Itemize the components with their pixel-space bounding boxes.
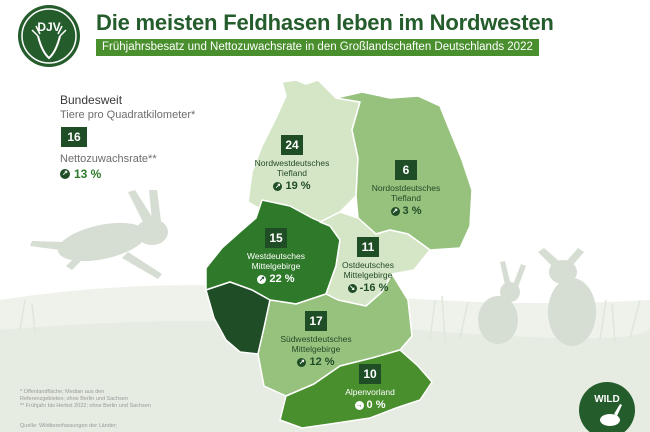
region-growth: ↗ 3 % [390, 205, 422, 217]
djv-logo: DJV [18, 5, 80, 67]
hare-silhouette-sitting [478, 248, 596, 346]
trend-up-icon: ↗ [297, 357, 307, 367]
national-density-badge: 16 [61, 127, 87, 147]
svg-text:WILD: WILD [594, 394, 620, 405]
national-growth: ↗ 13 % [60, 167, 101, 181]
region-shape-alpen [279, 349, 433, 429]
region-density-badge: 17 [305, 311, 327, 331]
page-subtitle: Frühjahrsbesatz und Nettozuwachsrate in … [96, 39, 539, 56]
region-name: Alpenvorland [345, 387, 395, 397]
trend-up-icon: ↗ [257, 274, 267, 284]
region-name: Ostdeutsches Mittelgebirge [342, 260, 394, 280]
region-nordost: 6 Nordostdeutsches Tiefland ↗ 3 % [346, 160, 466, 217]
national-heading: Bundesweit [60, 93, 123, 107]
region-ost: 11 Ostdeutsches Mittelgebirge ↘ -16 % [308, 237, 428, 294]
region-name: Nordwestdeutsches Tiefland [254, 158, 330, 178]
trend-flat-icon: → [354, 400, 364, 410]
source-note: Quelle: Wildtiererfassungen der Länder; [20, 423, 118, 429]
region-growth: ↗ 12 % [297, 356, 335, 368]
region-density-badge: 15 [265, 228, 287, 248]
region-growth: ↗ 22 % [257, 273, 295, 285]
region-density-badge: 24 [281, 135, 303, 155]
trend-up-icon: ↗ [390, 206, 400, 216]
region-alpen: 10 Alpenvorland → 0 % [310, 364, 430, 411]
region-density-badge: 6 [395, 160, 417, 180]
national-growth-value: 13 % [74, 167, 102, 181]
region-growth: ↗ 19 % [273, 180, 311, 192]
region-name: Südwestdeutsches Mittelgebirge [280, 334, 352, 354]
region-shape-suedwest [257, 273, 413, 397]
region-density-badge: 11 [357, 237, 379, 257]
region-growth: ↘ -16 % [347, 282, 389, 294]
trend-down-icon: ↘ [347, 283, 357, 293]
trend-up-icon: ↗ [273, 181, 283, 191]
hare-silhouette-running [30, 190, 168, 279]
region-west: 15 Westdeutsches Mittelgebirge ↗ 22 % [216, 228, 336, 285]
wild-logo: WILD [579, 382, 635, 432]
region-density-badge: 10 [359, 364, 381, 384]
region-suedwest: 17 Südwestdeutsches Mittelgebirge ↗ 12 % [256, 311, 376, 368]
region-nordwest: 24 Nordwestdeutsches Tiefland ↗ 19 % [232, 135, 352, 192]
region-name: Nordostdeutsches Tiefland [371, 183, 441, 203]
region-growth: → 0 % [354, 399, 386, 411]
page-title: Die meisten Feldhasen leben im Nordweste… [96, 10, 554, 35]
growth-label: Nettozuwachsrate** [60, 153, 157, 165]
grass [19, 295, 641, 343]
svg-text:DJV: DJV [37, 20, 60, 34]
density-label: Tiere pro Quadratkilometer* [60, 109, 196, 121]
region-name: Westdeutsches Mittelgebirge [247, 251, 305, 271]
footnotes: * Offenlandfläche; Median aus den Refere… [20, 389, 151, 409]
trend-up-icon: ↗ [60, 169, 70, 179]
